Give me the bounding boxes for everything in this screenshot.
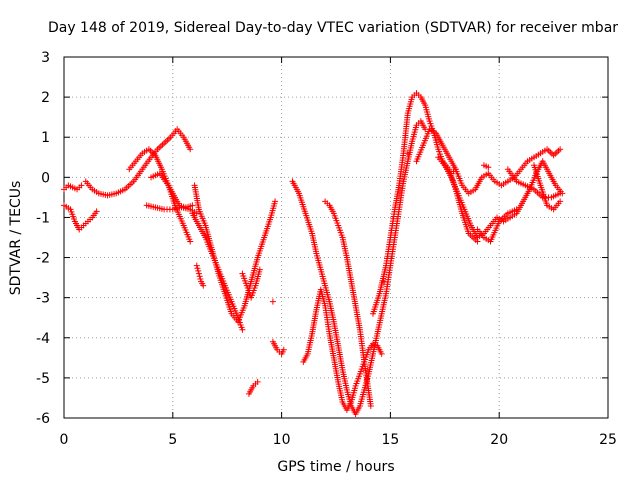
axis-ticks — [63, 56, 609, 419]
data-point-marker — [474, 238, 481, 245]
data-point-marker — [254, 378, 261, 385]
series-s16 — [369, 90, 459, 317]
data-point-marker — [93, 208, 100, 215]
data-point-marker — [269, 298, 276, 305]
series-s1 — [61, 182, 85, 193]
x-tick-label: 20 — [490, 432, 508, 448]
data-point-marker — [193, 262, 200, 269]
y-tick-label: 2 — [41, 90, 50, 106]
data-point-marker — [195, 270, 202, 277]
data-point-marker — [485, 164, 492, 171]
data-point-marker — [557, 198, 564, 205]
y-tick-label: -4 — [36, 331, 50, 347]
series-s22 — [531, 162, 564, 213]
data-point-marker — [189, 202, 196, 209]
data-point-marker — [513, 206, 520, 213]
series-s19 — [439, 158, 481, 245]
grid-lines — [64, 57, 608, 418]
data-point-marker — [187, 238, 194, 245]
data-point-marker — [194, 265, 201, 272]
data-point-marker — [197, 275, 204, 282]
data-point-marker — [557, 146, 564, 153]
series-s13 — [289, 118, 429, 417]
plot-area-border — [63, 56, 609, 419]
y-tick-label: 3 — [41, 50, 50, 66]
series-s15 — [322, 198, 374, 409]
series-s9 — [193, 262, 207, 289]
series-s10 — [239, 266, 263, 301]
data-point-marker — [272, 198, 279, 205]
x-tick-label: 5 — [168, 432, 177, 448]
data-point-marker — [239, 326, 246, 333]
data-point-marker — [187, 146, 194, 153]
data-point-marker — [280, 346, 287, 353]
data-point-marker — [195, 267, 202, 274]
y-tick-label: -2 — [36, 251, 50, 267]
series-s2 — [61, 202, 100, 233]
series-s14 — [300, 286, 385, 413]
x-tick-label: 15 — [381, 432, 399, 448]
y-tick-label: -5 — [36, 371, 50, 387]
y-tick-label: -6 — [36, 411, 50, 427]
series-s8 — [189, 210, 246, 333]
series-s20 — [474, 206, 520, 245]
series-s12 — [269, 338, 287, 357]
x-axis-label: GPS time / hours — [277, 459, 394, 475]
data-point-marker — [557, 190, 564, 197]
series-s23 — [269, 150, 492, 305]
y-tick-label: -3 — [36, 291, 50, 307]
data-point-marker — [196, 273, 203, 280]
data-point-marker — [378, 350, 385, 357]
series-s7 — [191, 182, 279, 325]
y-tick-label: 0 — [41, 170, 50, 186]
series-s5 — [143, 202, 200, 217]
data-point-marker — [367, 402, 374, 409]
chart-title: Day 148 of 2019, Sidereal Day-to-day VTE… — [48, 20, 618, 36]
x-tick-label: 0 — [60, 432, 69, 448]
data-point-marker — [404, 150, 411, 157]
series-s3 — [82, 126, 194, 199]
x-tick-label: 10 — [273, 432, 291, 448]
y-tick-label: 1 — [41, 130, 50, 146]
y-tick-labels: 3 2 1 0 -1 -2 -3 -4 -5 -6 — [36, 50, 50, 427]
data-point-marker — [78, 182, 85, 189]
series-s11 — [245, 378, 261, 397]
x-tick-label: 25 — [599, 432, 617, 448]
data-points — [61, 90, 566, 417]
y-tick-label: -1 — [36, 210, 50, 226]
data-point-marker — [256, 266, 263, 273]
data-point-marker — [380, 278, 387, 285]
series-s6 — [148, 170, 194, 245]
series-s17 — [413, 126, 564, 197]
data-point-marker — [200, 282, 207, 289]
y-axis-label: SDTVAR / TECUs — [8, 181, 24, 296]
series-s21 — [504, 166, 564, 201]
x-tick-labels: 0 5 10 15 20 25 — [60, 432, 617, 448]
